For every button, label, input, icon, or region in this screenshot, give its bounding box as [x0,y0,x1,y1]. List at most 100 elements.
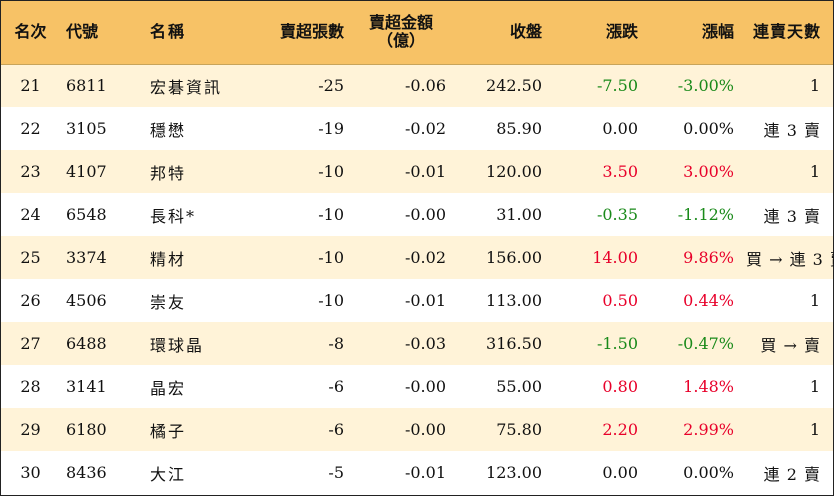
table-row: 25 3374 精材 -10 -0.02 156.00 14.00 9.86% 買 → 連 3 … [1,236,834,279]
header-net-sell-amount-line2: （億） [376,31,425,51]
cell-net-sell-amount: -0.02 [404,119,446,138]
cell-change-pct: 1.48% [683,377,734,396]
cell-close: 316.50 [486,334,542,353]
cell-name: 精材 [150,249,187,269]
cell-rank: 30 [20,463,41,482]
cell-code: 6811 [66,76,107,96]
cell-change: 2.20 [602,420,638,439]
header-net-sell-amount: 賣超金額 （億） [350,1,452,65]
cell-change: 0.80 [602,377,638,396]
cell-net-sell-amount: -0.00 [404,420,446,439]
cell-net-sell-lots: -10 [318,205,344,224]
header-close: 收盤 [452,1,548,65]
cell-change-pct: 9.86% [683,248,734,267]
cell-net-sell-amount: -0.06 [404,76,446,96]
cell-change-pct: 0.00% [683,119,734,138]
cell-close: 75.80 [496,420,542,439]
cell-close: 242.50 [486,76,542,96]
cell-rank: 23 [20,162,41,181]
cell-change: 0.50 [602,291,638,310]
table-row: 29 6180 橘子 -6 -0.00 75.80 2.20 2.99% 1 [1,408,833,451]
cell-code: 3105 [66,119,107,138]
cell-change-pct: 0.44% [683,291,734,310]
table-row: 22 3105 穩懋 -19 -0.02 85.90 0.00 0.00% 連 3 賣 [1,107,833,150]
header-net-sell-lots: 賣超張數 [256,1,350,65]
cell-change-pct: 3.00% [683,162,734,181]
cell-net-sell-amount: -0.01 [404,291,446,310]
cell-change: 0.00 [602,119,638,138]
cell-net-sell-lots: -5 [328,463,344,482]
cell-change: -0.35 [596,205,638,224]
cell-change-pct: -3.00% [677,76,734,96]
cell-rank: 27 [20,334,41,353]
cell-code: 3374 [66,248,107,267]
cell-close: 120.00 [486,162,542,181]
header-rank: 名次 [1,1,60,65]
table-row: 23 4107 邦特 -10 -0.01 120.00 3.50 3.00% 1 [1,150,833,193]
header-name: 名稱 [132,1,256,65]
cell-net-sell-amount: -0.00 [404,377,446,396]
cell-name: 邦特 [150,163,187,183]
cell-net-sell-lots: -19 [318,119,344,138]
cell-consecutive-days: 連 2 賣 [763,464,821,484]
cell-rank: 22 [20,119,41,138]
table-row: 28 3141 晶宏 -6 -0.00 55.00 0.80 1.48% 1 [1,365,833,408]
cell-change: -7.50 [596,76,638,96]
cell-code: 6180 [66,420,107,439]
cell-name: 穩懋 [150,120,187,140]
cell-consecutive-days: 1 [809,420,821,439]
cell-consecutive-days: 1 [809,76,821,96]
cell-change-pct: -0.47% [677,334,734,353]
table-row: 30 8436 大江 -5 -0.01 123.00 0.00 0.00% 連 2 賣 [1,451,833,494]
cell-consecutive-days: 買 → 賣 [760,335,821,355]
cell-change-pct: 0.00% [683,463,734,482]
cell-rank: 29 [20,420,41,439]
header-change-pct: 漲幅 [644,1,740,65]
cell-net-sell-lots: -10 [318,248,344,267]
cell-close: 85.90 [496,119,542,138]
cell-close: 123.00 [486,463,542,482]
cell-consecutive-days: 連 3 賣 [763,206,821,226]
cell-name: 崇友 [150,292,187,312]
cell-net-sell-lots: -10 [318,162,344,181]
cell-consecutive-days: 1 [809,162,821,181]
table-header-row: 名次 代號 名稱 賣超張數 賣超金額 （億） 收盤 漲跌 漲幅 連賣天數 [1,1,833,65]
cell-code: 4107 [66,162,107,181]
header-code: 代號 [60,1,132,65]
cell-code: 6548 [66,205,107,224]
cell-consecutive-days: 1 [809,291,821,310]
cell-code: 3141 [66,377,107,396]
table-row: 24 6548 長科* -10 -0.00 31.00 -0.35 -1.12% 連 3 賣 [1,193,833,236]
header-change: 漲跌 [548,1,644,65]
cell-net-sell-amount: -0.01 [404,162,446,181]
cell-name: 晶宏 [150,378,187,398]
cell-net-sell-lots: -6 [328,377,344,396]
header-net-sell-amount-line1: 賣超金額 [368,13,433,33]
cell-change-pct: 2.99% [683,420,734,439]
cell-net-sell-amount: -0.00 [404,205,446,224]
cell-rank: 24 [20,205,41,224]
cell-name: 長科* [150,206,197,226]
table-row: 27 6488 環球晶 -8 -0.03 316.50 -1.50 -0.47% 買 → 賣 [1,322,833,365]
cell-consecutive-days: 買 → 連 3 賣 [746,249,834,269]
header-consecutive-days: 連賣天數 [740,1,833,65]
cell-change: 14.00 [592,248,638,267]
cell-name: 宏碁資訊 [150,77,223,97]
cell-net-sell-lots: -8 [328,334,344,353]
cell-close: 113.00 [486,291,542,310]
cell-rank: 28 [20,377,41,396]
cell-consecutive-days: 連 3 賣 [763,120,821,140]
cell-net-sell-lots: -10 [318,291,344,310]
cell-code: 4506 [66,291,107,310]
table-row: 21 6811 宏碁資訊 -25 -0.06 242.50 -7.50 -3.00% 1 [1,64,833,107]
cell-net-sell-amount: -0.02 [404,248,446,267]
cell-name: 環球晶 [150,335,205,355]
cell-change-pct: -1.12% [677,205,734,224]
cell-name: 橘子 [150,421,187,441]
cell-close: 55.00 [496,377,542,396]
cell-change: -1.50 [596,334,638,353]
cell-name: 大江 [150,464,187,484]
cell-code: 8436 [66,463,107,482]
